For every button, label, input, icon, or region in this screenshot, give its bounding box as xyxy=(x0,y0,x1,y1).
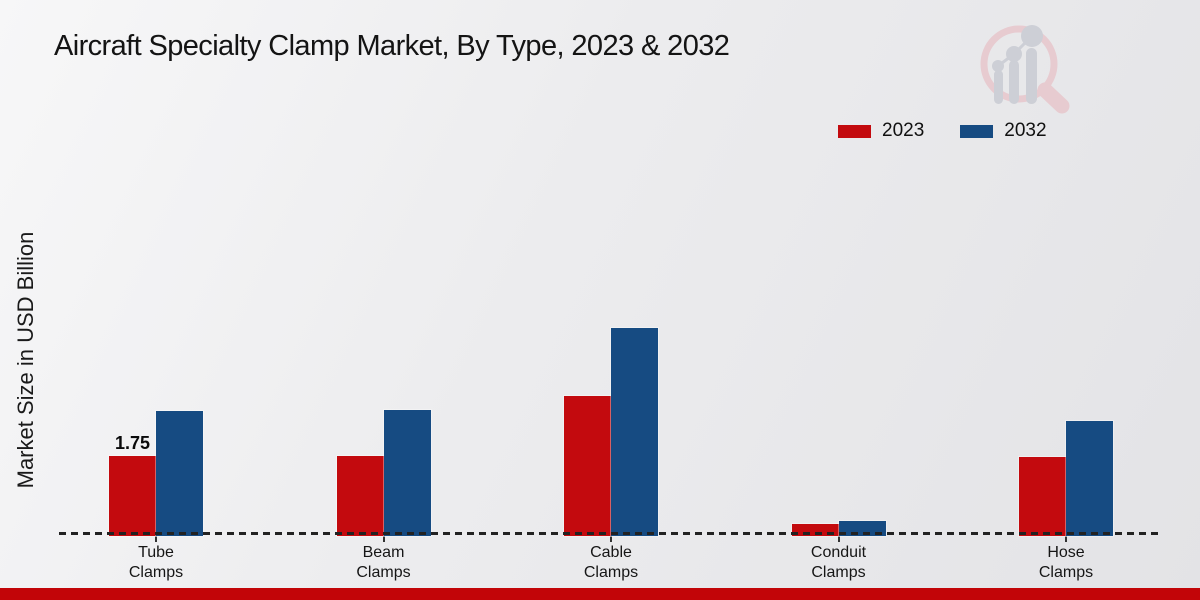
x-axis-label-beam-clamps: Beam Clamps xyxy=(356,544,411,581)
bar-2032-tube-clamps xyxy=(156,411,203,536)
footer-accent-bar xyxy=(0,588,1200,600)
legend-swatch-2023 xyxy=(838,124,871,138)
x-axis-tick-tube-clamps xyxy=(155,535,157,542)
chart-title: Aircraft Specialty Clamp Market, By Type… xyxy=(54,30,730,62)
bar-2023-hose-clamps xyxy=(1019,457,1066,536)
bar-2032-cable-clamps xyxy=(611,328,658,536)
legend-label-2032: 2032 xyxy=(1004,120,1047,141)
x-axis-tick-cable-clamps xyxy=(610,535,612,542)
bar-2023-beam-clamps xyxy=(336,456,384,536)
bar-2023-tube-clamps xyxy=(109,456,156,536)
x-axis-tick-conduit-clamps xyxy=(837,535,840,542)
x-axis-label-tube-clamps: Tube Clamps xyxy=(128,544,184,581)
x-axis-label-conduit-clamps: Conduit Clamps xyxy=(810,544,867,581)
x-axis-baseline xyxy=(59,532,1158,535)
legend-item-2023: 2023 xyxy=(838,120,924,142)
x-axis-tick-hose-clamps xyxy=(1065,535,1067,542)
bar-2023-cable-clamps xyxy=(564,396,611,536)
bar-2032-hose-clamps xyxy=(1066,421,1113,536)
legend-label-2023: 2023 xyxy=(882,120,925,141)
x-axis-label-hose-clamps: Hose Clamps xyxy=(1038,544,1094,581)
magnifier-bar-chart-logo-icon xyxy=(980,25,1070,114)
bar-value-label: 1.75 xyxy=(114,433,151,453)
legend-swatch-2032 xyxy=(960,124,994,138)
x-axis-label-cable-clamps: Cable Clamps xyxy=(583,544,639,581)
bar-2032-beam-clamps xyxy=(383,410,431,536)
x-axis-tick-beam-clamps xyxy=(382,535,385,542)
legend: 2023 2032 xyxy=(838,120,1047,142)
legend-item-2032: 2032 xyxy=(960,120,1047,142)
